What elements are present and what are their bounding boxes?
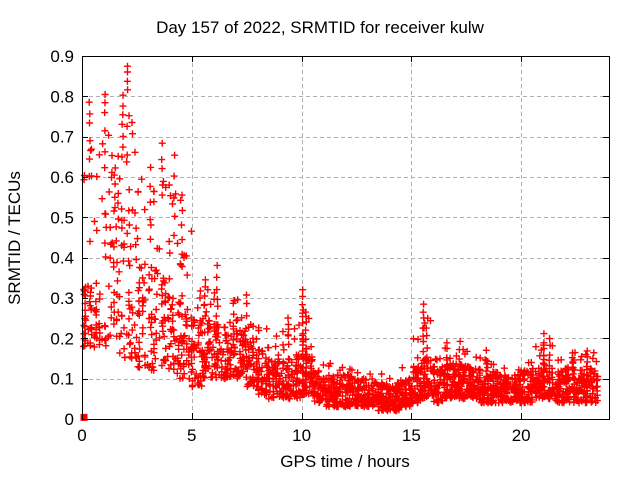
x-tick-label: 5 [187, 426, 196, 445]
y-tick-label: 0.5 [50, 208, 74, 227]
y-tick-label: 0.8 [50, 87, 74, 106]
x-tick-label: 10 [292, 426, 311, 445]
x-axis-label: GPS time / hours [280, 452, 409, 471]
tick-labels: 0 5 10 15 20 0 0.1 0.2 0.3 0.4 0.5 0.6 0.7 0.8 0.9 [50, 47, 530, 445]
y-axis-label: SRMTID / TECUs [5, 171, 24, 305]
grid-lines [82, 56, 609, 419]
y-tick-label: 0.3 [50, 289, 74, 308]
origin-marker [80, 413, 88, 421]
data-point-markers [80, 62, 602, 415]
y-tick-label: 0.9 [50, 47, 74, 66]
y-tick-label: 0.4 [50, 249, 74, 268]
x-tick-label: 0 [77, 426, 86, 445]
y-tick-label: 0 [65, 410, 74, 429]
y-tick-label: 0.1 [50, 370, 74, 389]
y-tick-label: 0.2 [50, 329, 74, 348]
y-tick-label: 0.6 [50, 168, 74, 187]
x-tick-label: 15 [402, 426, 421, 445]
chart-title: Day 157 of 2022, SRMTID for receiver kul… [156, 18, 485, 37]
scatter-points [80, 62, 602, 421]
x-tick-label: 20 [512, 426, 531, 445]
y-tick-label: 0.7 [50, 128, 74, 147]
plot-border [82, 56, 610, 420]
